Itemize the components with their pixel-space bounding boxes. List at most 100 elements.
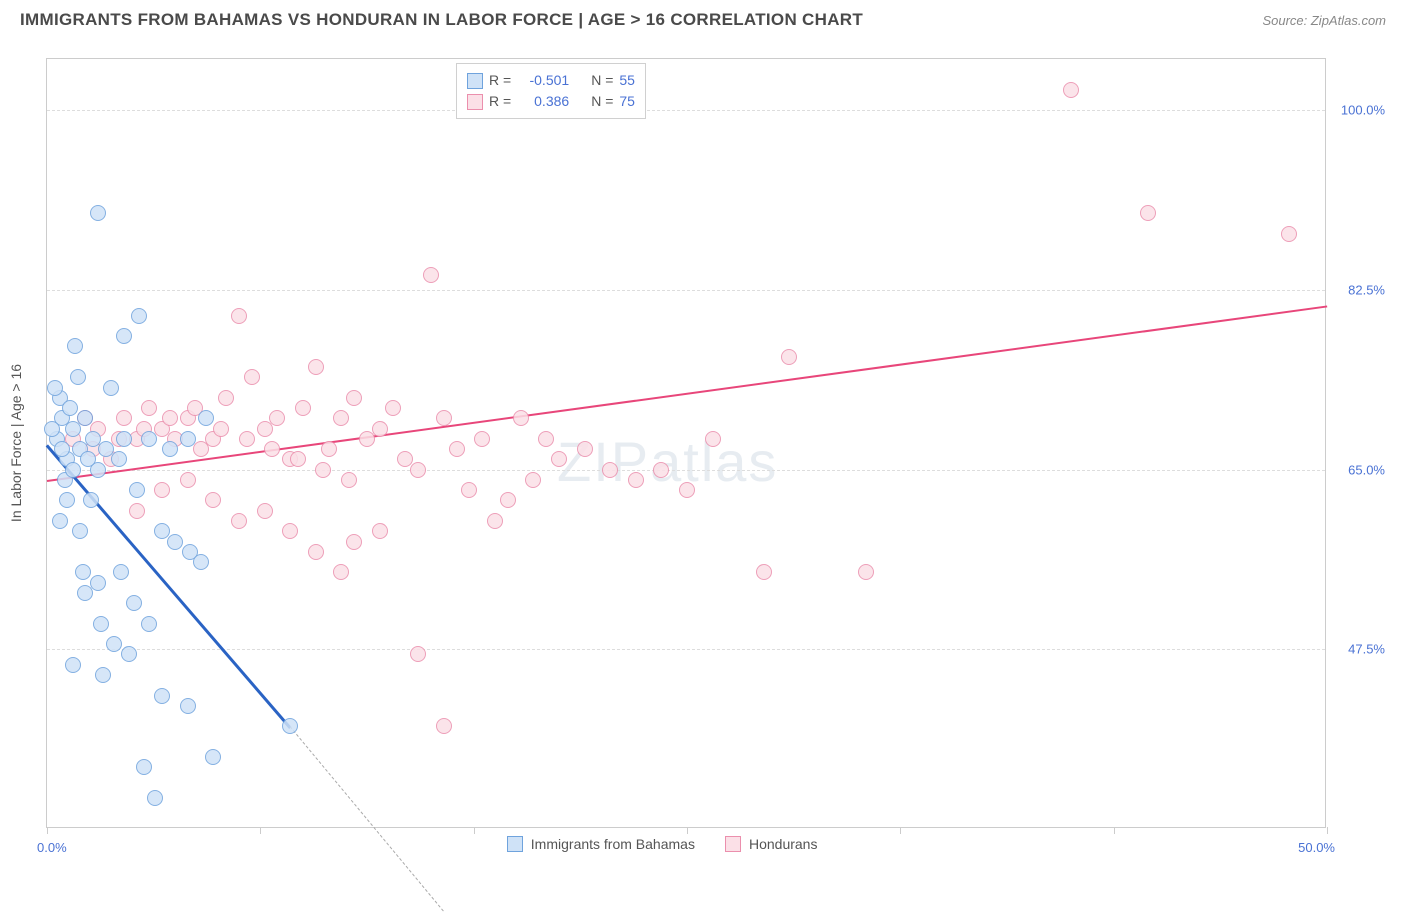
trend-line: [290, 727, 444, 912]
bahamas-point: [75, 564, 91, 580]
chart-title: IMMIGRANTS FROM BAHAMAS VS HONDURAN IN L…: [20, 10, 863, 30]
y-tick-label: 100.0%: [1341, 103, 1385, 118]
honduran-point: [231, 308, 247, 324]
honduran-point: [781, 349, 797, 365]
bahamas-point: [62, 400, 78, 416]
legend-n-value: 55: [619, 70, 635, 91]
honduran-point: [244, 369, 260, 385]
honduran-point: [205, 492, 221, 508]
honduran-point: [239, 431, 255, 447]
honduran-point: [1063, 82, 1079, 98]
bahamas-point: [193, 554, 209, 570]
honduran-point: [436, 718, 452, 734]
honduran-point: [308, 544, 324, 560]
legend-swatch: [507, 836, 523, 852]
x-tick-label: 0.0%: [37, 840, 67, 855]
honduran-point: [141, 400, 157, 416]
honduran-point: [423, 267, 439, 283]
honduran-point: [653, 462, 669, 478]
bahamas-point: [44, 421, 60, 437]
honduran-point: [333, 564, 349, 580]
bahamas-point: [116, 431, 132, 447]
honduran-point: [525, 472, 541, 488]
watermark: ZIPatlas: [557, 429, 778, 494]
x-tick: [1327, 827, 1328, 834]
x-tick: [1114, 827, 1115, 834]
honduran-point: [513, 410, 529, 426]
legend-label: Immigrants from Bahamas: [531, 836, 695, 852]
bahamas-point: [54, 441, 70, 457]
bahamas-point: [198, 410, 214, 426]
bahamas-point: [162, 441, 178, 457]
bahamas-point: [90, 205, 106, 221]
honduran-point: [129, 503, 145, 519]
honduran-point: [551, 451, 567, 467]
gridline: [47, 470, 1325, 471]
legend-row: R =-0.501N =55: [467, 70, 635, 91]
bahamas-point: [47, 380, 63, 396]
legend-n-label: N =: [591, 91, 613, 112]
honduran-point: [346, 390, 362, 406]
x-tick: [474, 827, 475, 834]
honduran-point: [264, 441, 280, 457]
honduran-point: [269, 410, 285, 426]
honduran-point: [679, 482, 695, 498]
bahamas-point: [129, 482, 145, 498]
honduran-point: [346, 534, 362, 550]
honduran-point: [218, 390, 234, 406]
source-label: Source: ZipAtlas.com: [1262, 13, 1386, 28]
legend-swatch: [467, 73, 483, 89]
legend-series: Immigrants from Bahamas Hondurans: [507, 836, 818, 852]
honduran-point: [1281, 226, 1297, 242]
bahamas-point: [93, 616, 109, 632]
bahamas-point: [52, 513, 68, 529]
legend-n-value: 75: [619, 91, 635, 112]
bahamas-point: [141, 616, 157, 632]
legend-label: Hondurans: [749, 836, 818, 852]
x-tick: [260, 827, 261, 834]
honduran-point: [858, 564, 874, 580]
bahamas-point: [106, 636, 122, 652]
honduran-point: [449, 441, 465, 457]
legend-swatch: [725, 836, 741, 852]
bahamas-point: [111, 451, 127, 467]
honduran-point: [1140, 205, 1156, 221]
bahamas-point: [72, 523, 88, 539]
honduran-point: [295, 400, 311, 416]
bahamas-point: [136, 759, 152, 775]
honduran-point: [321, 441, 337, 457]
bahamas-point: [65, 462, 81, 478]
legend-item: Immigrants from Bahamas: [507, 836, 695, 852]
bahamas-point: [147, 790, 163, 806]
y-tick-label: 65.0%: [1348, 462, 1385, 477]
honduran-point: [410, 462, 426, 478]
trend-line: [47, 305, 1327, 482]
bahamas-point: [205, 749, 221, 765]
honduran-point: [628, 472, 644, 488]
bahamas-point: [167, 534, 183, 550]
legend-r-label: R =: [489, 70, 511, 91]
bahamas-point: [126, 595, 142, 611]
legend-row: R =0.386N =75: [467, 91, 635, 112]
legend-r-label: R =: [489, 91, 511, 112]
bahamas-point: [116, 328, 132, 344]
honduran-point: [213, 421, 229, 437]
honduran-point: [341, 472, 357, 488]
honduran-point: [436, 410, 452, 426]
gridline: [47, 290, 1325, 291]
honduran-point: [500, 492, 516, 508]
bahamas-point: [95, 667, 111, 683]
bahamas-point: [59, 492, 75, 508]
bahamas-point: [180, 431, 196, 447]
y-tick-label: 82.5%: [1348, 283, 1385, 298]
bahamas-point: [103, 380, 119, 396]
bahamas-point: [121, 646, 137, 662]
honduran-point: [385, 400, 401, 416]
title-bar: IMMIGRANTS FROM BAHAMAS VS HONDURAN IN L…: [0, 0, 1406, 38]
bahamas-point: [77, 585, 93, 601]
honduran-point: [474, 431, 490, 447]
honduran-point: [180, 472, 196, 488]
x-tick: [687, 827, 688, 834]
honduran-point: [162, 410, 178, 426]
bahamas-point: [65, 657, 81, 673]
